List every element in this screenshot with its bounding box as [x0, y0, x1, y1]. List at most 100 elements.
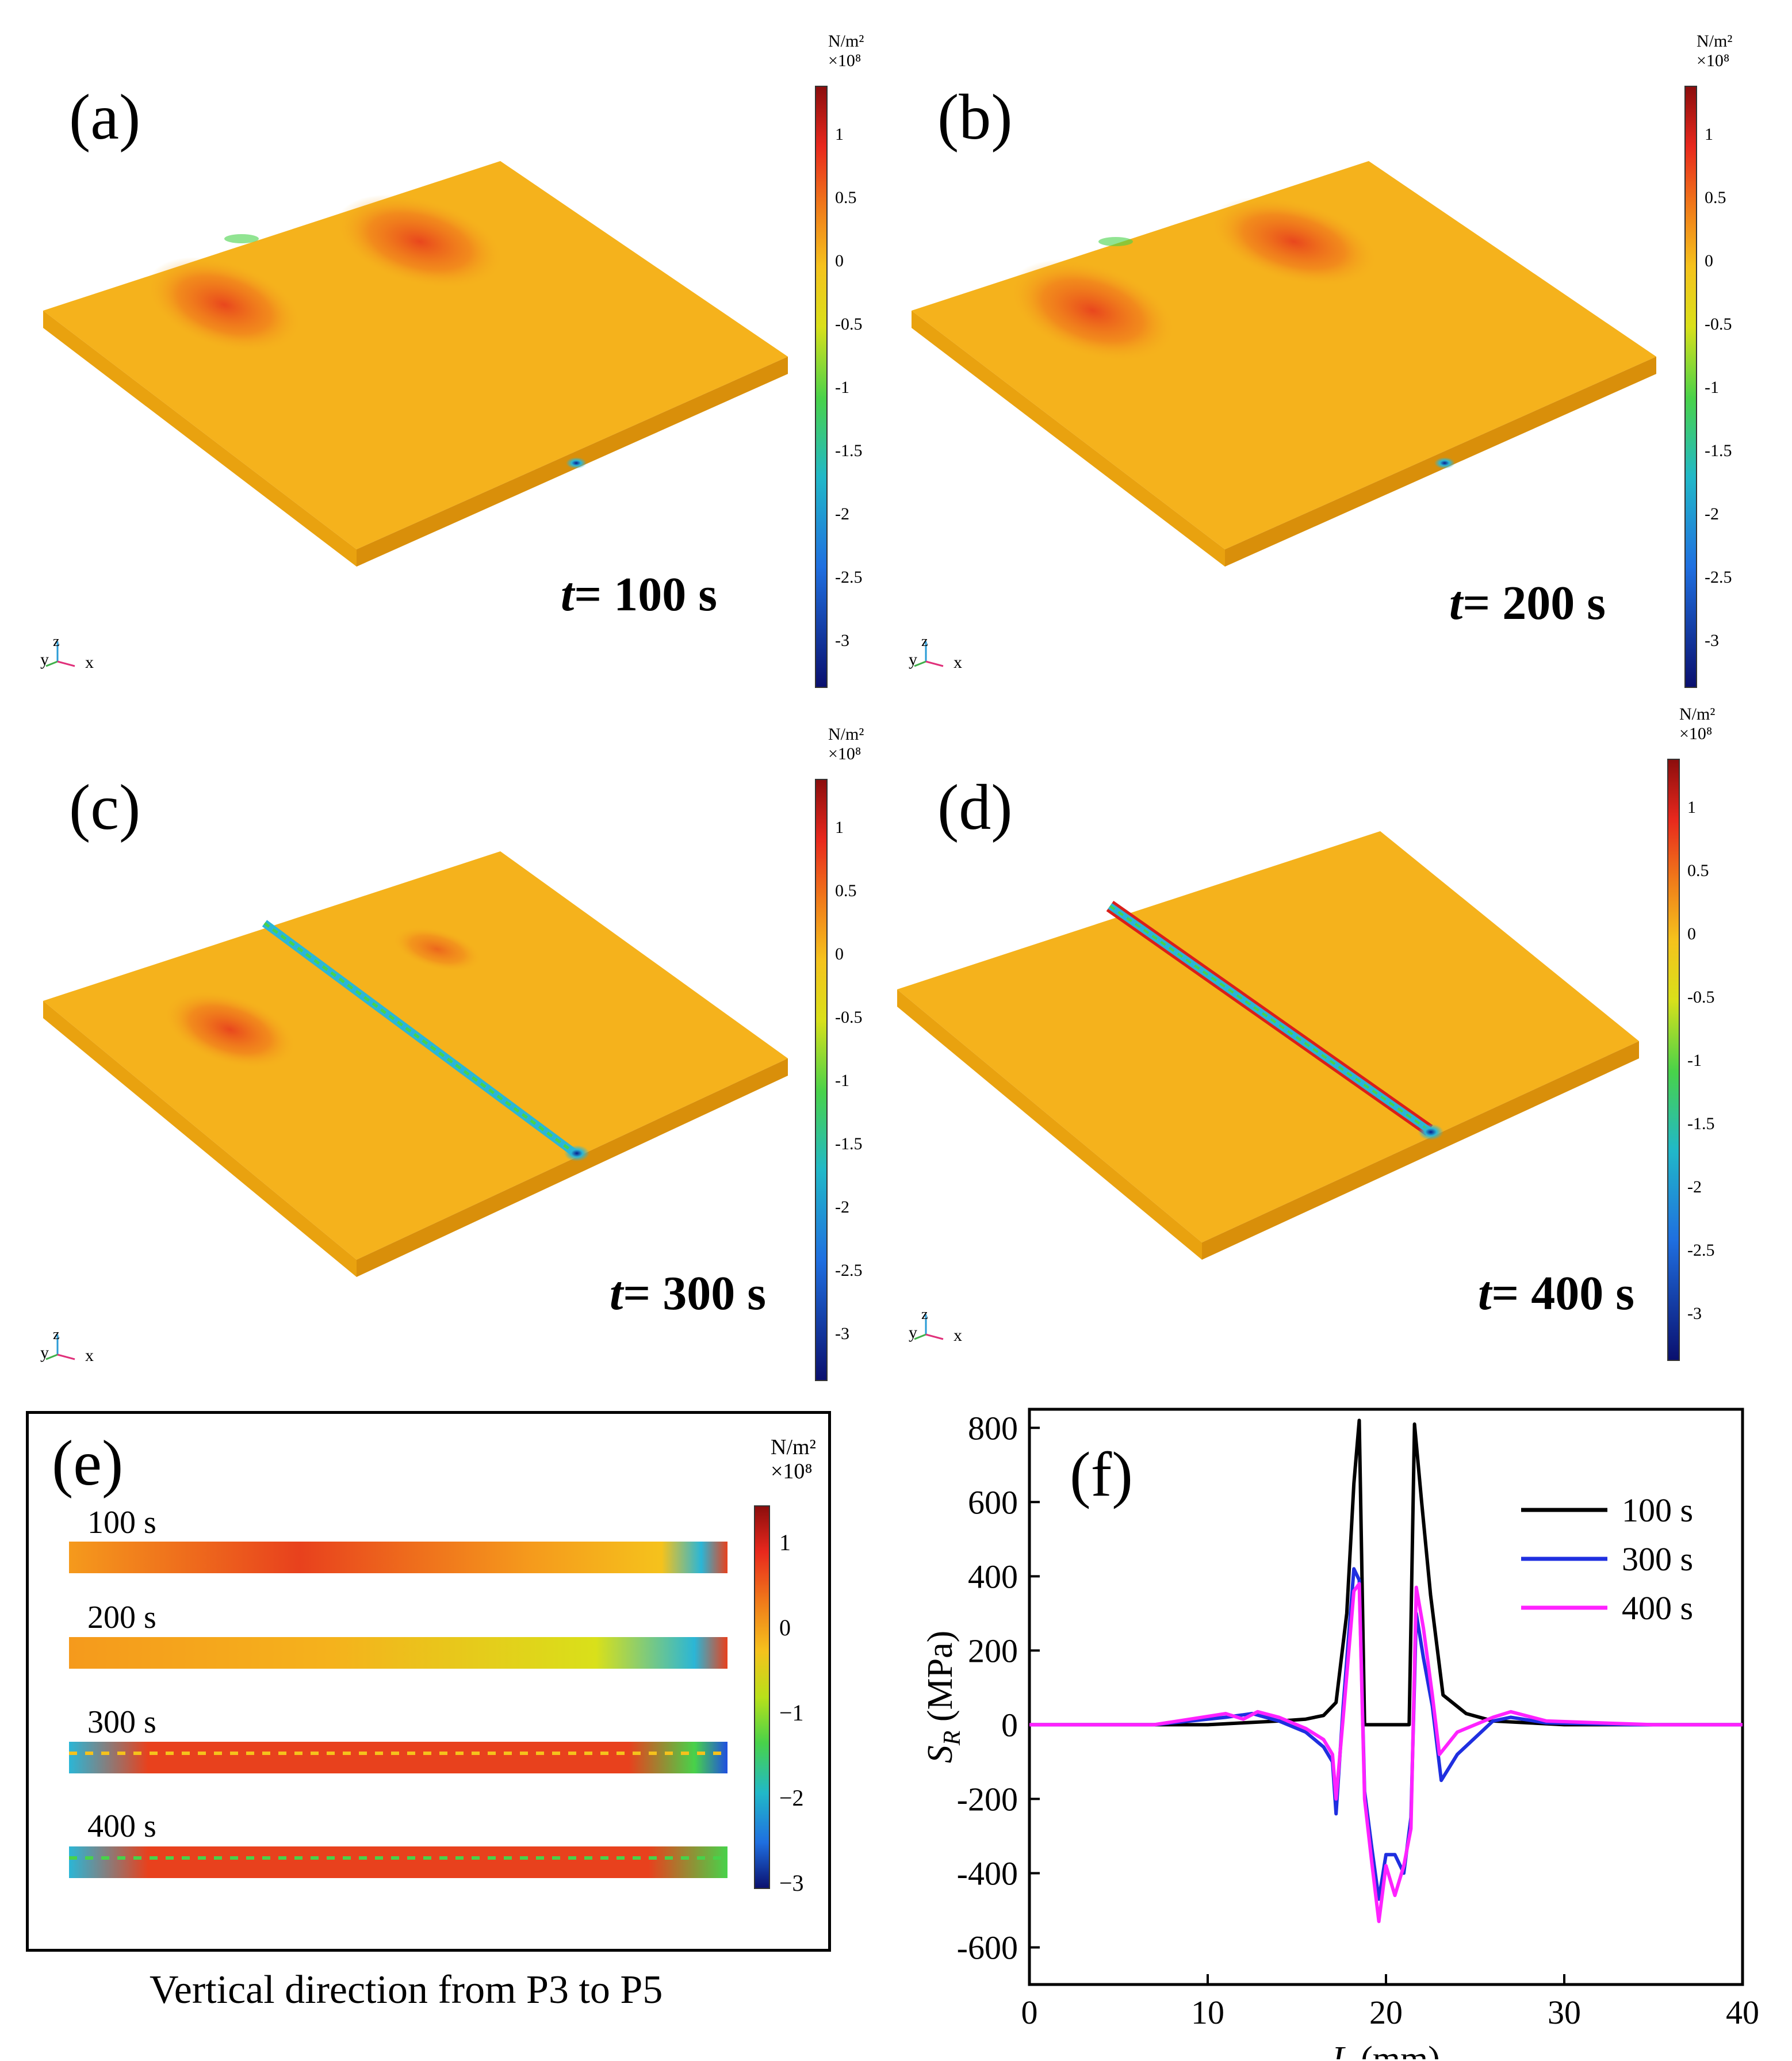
colorbar-tick: -2 — [1687, 1177, 1702, 1196]
colorbar-tick: 0.5 — [835, 188, 857, 207]
colorbar-tick: 0 — [835, 945, 844, 963]
panel-label-d: (d) — [937, 772, 1013, 843]
colorbar-tick: 1 — [835, 818, 844, 837]
series-line-300s — [1029, 1567, 1743, 1901]
y-tick-label: -200 — [957, 1780, 1018, 1818]
colorbar-tick: 0 — [1687, 924, 1696, 943]
strip-label-100: 100 s — [87, 1505, 156, 1540]
panel-e-strips — [69, 1505, 770, 1889]
axis-x-c: x — [85, 1346, 94, 1365]
strip-label-200: 200 s — [87, 1600, 156, 1635]
strip-label-300: 300 s — [87, 1704, 156, 1740]
colorbar-unit-d: N/m² ×10⁸ — [1679, 705, 1716, 743]
colorbar-tick: -1.5 — [1705, 441, 1732, 460]
axis-x-a: x — [85, 653, 94, 672]
colorbar-tick: -2 — [835, 1198, 849, 1217]
colorbar-tick: -0.5 — [1687, 988, 1715, 1007]
colorbar-tick: -2.5 — [835, 568, 863, 587]
colorbar-tick: -1 — [835, 378, 849, 397]
panel-label-b: (b) — [937, 82, 1013, 153]
time-label-c: t= 300 s — [610, 1267, 766, 1320]
axis-y-a: y — [40, 650, 49, 669]
colorbar-tick: -1 — [835, 1071, 849, 1090]
colorbar-tick: -3 — [1687, 1304, 1702, 1323]
colorbar-tick: -2.5 — [835, 1261, 863, 1280]
legend-label: 100 s — [1622, 1492, 1693, 1529]
colorbar-unit-e: N/m² ×10⁸ — [771, 1435, 816, 1483]
panel-label-a: (a) — [69, 82, 141, 153]
legend-label: 400 s — [1622, 1589, 1693, 1627]
colorbar-tick: 0.5 — [835, 881, 857, 900]
panel-label-c: (c) — [69, 772, 141, 843]
panel-f-chart: 0 10 20 30 40 800 600 400 200 0 -200 -400 -600 100 s 3… — [921, 1408, 1759, 2059]
colorbar-tick: -3 — [835, 631, 849, 650]
y-tick-label: 0 — [1001, 1706, 1018, 1743]
colorbar-tick: -1.5 — [1687, 1114, 1715, 1133]
y-tick-label: 600 — [968, 1483, 1018, 1521]
colorbar-tick: -2 — [1705, 504, 1719, 523]
x-axis-label: L (mm) — [1331, 2040, 1440, 2059]
y-tick-label: 800 — [968, 1409, 1018, 1447]
colorbar-tick: -0.5 — [835, 315, 863, 334]
colorbar-tick: 1 — [835, 125, 844, 144]
plates-area — [43, 86, 1697, 1381]
colorbar-tick: -2.5 — [1705, 568, 1732, 587]
colorbar-tick: -1.5 — [835, 441, 863, 460]
time-label-b: t= 200 s — [1449, 576, 1606, 630]
axis-z-a: z — [53, 633, 60, 649]
colorbar-tick: -1.5 — [835, 1134, 863, 1153]
x-tick-label: 0 — [1021, 1994, 1038, 2031]
colorbar-unit-c: N/m² ×10⁸ — [828, 725, 864, 763]
strip-label-400: 400 s — [87, 1808, 156, 1844]
x-tick-label: 20 — [1369, 1994, 1403, 2031]
axis-z-b: z — [921, 633, 928, 649]
colorbar-tick: 0.5 — [1705, 188, 1726, 207]
colorbar-e-tick: 0 — [779, 1615, 791, 1641]
x-tick-label: 40 — [1726, 1994, 1759, 2031]
plate-b — [912, 161, 1656, 567]
x-tick-label: 30 — [1548, 1994, 1581, 2031]
y-tick-label: 200 — [968, 1632, 1018, 1669]
panel-label-f: (f) — [1070, 1439, 1133, 1509]
colorbar-tick: 0.5 — [1687, 861, 1709, 880]
colorbar-tick: 1 — [1705, 125, 1713, 144]
panel-e-frame — [26, 1411, 831, 1952]
axis-y-b: y — [909, 650, 917, 669]
colorbar-e-tick: 1 — [779, 1530, 791, 1555]
colorbar-e-tick: −1 — [779, 1700, 804, 1726]
colorbar-d — [1667, 759, 1680, 1361]
colorbar-c — [815, 779, 828, 1381]
axis-y-d: y — [909, 1323, 917, 1342]
colorbar-tick: -0.5 — [835, 1008, 863, 1027]
colorbar-tick: -2 — [835, 504, 849, 523]
axis-z-c: z — [53, 1326, 60, 1343]
plate-c — [43, 851, 788, 1277]
y-tick-label: 400 — [968, 1558, 1018, 1595]
panel-label-e: (e) — [52, 1428, 124, 1499]
colorbar-e-tick: −2 — [779, 1785, 804, 1811]
colorbar-unit-b: N/m² ×10⁸ — [1697, 32, 1733, 70]
axis-x-d: x — [954, 1326, 962, 1345]
colorbar-unit-a: N/m² ×10⁸ — [828, 32, 864, 70]
colorbar-tick: 0 — [1705, 251, 1713, 270]
axis-y-c: y — [40, 1343, 49, 1362]
colorbar-tick: -1 — [1687, 1051, 1702, 1070]
colorbar-tick: -1 — [1705, 378, 1719, 397]
plate-d — [897, 831, 1639, 1260]
panel-e-caption: Vertical direction from P3 to P5 — [150, 1968, 663, 2012]
time-label-d: t= 400 s — [1478, 1267, 1634, 1320]
x-tick-label: 10 — [1191, 1994, 1224, 2031]
axis-z-d: z — [921, 1306, 928, 1322]
legend-label: 300 s — [1622, 1540, 1693, 1578]
y-axis-label: SR (MPa) — [921, 1631, 966, 1764]
series-line-100s — [1029, 1418, 1743, 1727]
colorbar-tick: -3 — [835, 1324, 849, 1343]
colorbar-tick: -0.5 — [1705, 315, 1732, 334]
colorbar-a — [815, 86, 828, 688]
y-tick-label: -400 — [957, 1854, 1018, 1892]
y-tick-label: -600 — [957, 1929, 1018, 1966]
series-line-400s — [1029, 1582, 1743, 1924]
colorbar-b — [1684, 86, 1697, 688]
colorbar-tick: 1 — [1687, 798, 1696, 817]
plate-a — [43, 161, 788, 567]
